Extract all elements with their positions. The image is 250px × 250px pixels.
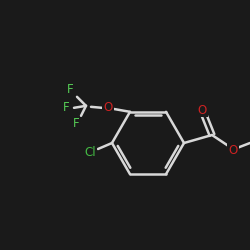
Text: O: O <box>104 101 112 114</box>
Text: Cl: Cl <box>84 146 96 160</box>
Text: O: O <box>228 144 237 156</box>
Text: F: F <box>67 83 73 96</box>
Text: F: F <box>73 117 79 130</box>
Text: O: O <box>198 104 206 117</box>
Text: F: F <box>63 101 69 114</box>
